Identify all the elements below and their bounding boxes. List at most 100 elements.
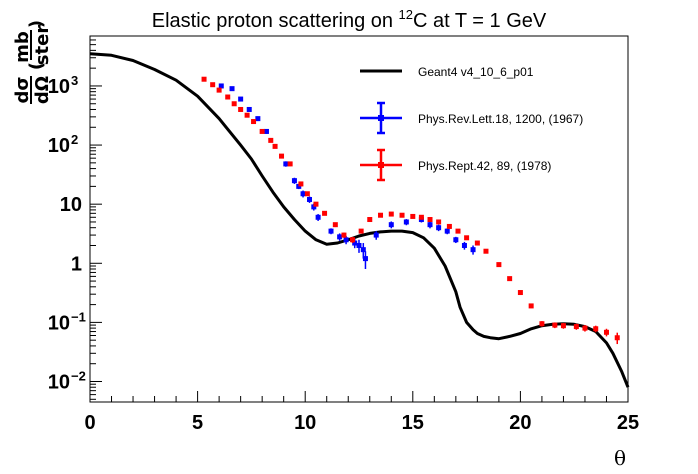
point-marker (255, 116, 261, 122)
x-tick-label: 15 (402, 412, 424, 434)
point-marker (573, 324, 579, 330)
data-point (453, 236, 459, 244)
point-marker (201, 76, 207, 82)
data-point (444, 228, 450, 235)
data-point (373, 231, 379, 240)
point-marker (216, 87, 222, 93)
data-point (304, 191, 310, 197)
data-point (291, 177, 297, 184)
data-point (328, 228, 334, 235)
data-point (461, 241, 467, 250)
plot-frame (89, 35, 629, 403)
y-tick-exponent: 3 (71, 73, 78, 88)
point-marker (300, 191, 306, 197)
data-point (315, 214, 321, 221)
point-marker (483, 248, 489, 254)
point-marker (218, 83, 224, 89)
data-point (614, 332, 620, 345)
data-point (246, 106, 252, 112)
point-marker (225, 94, 231, 100)
data-point (399, 212, 405, 218)
x-axis-title: θ (614, 446, 626, 470)
point-marker (378, 212, 384, 218)
data-point (427, 221, 433, 229)
legend-marker-prept (360, 148, 402, 182)
x-tick-label: 25 (617, 412, 639, 434)
data-point (539, 321, 545, 327)
data-point (474, 240, 480, 246)
x-axis: 0 5 10 15 20 25 (84, 391, 639, 434)
data-point (350, 236, 356, 244)
point-marker (337, 234, 343, 240)
data-point (268, 137, 274, 143)
y-tick-label: 1 (71, 253, 82, 275)
data-point (332, 222, 338, 228)
point-marker (272, 143, 278, 149)
point-marker (614, 335, 620, 341)
plot-area (89, 52, 630, 388)
data-point (201, 76, 207, 82)
data-point (210, 82, 216, 88)
point-marker (507, 276, 513, 282)
data-point (358, 228, 364, 234)
data-point (356, 239, 362, 253)
point-marker (474, 240, 480, 246)
point-marker (367, 217, 373, 223)
y-tick-label: 10 (48, 135, 70, 157)
y-title-denominator-unit: ster (32, 25, 53, 66)
y-title-right-paren: ) (26, 20, 47, 28)
x-tick-label: 5 (192, 412, 203, 434)
point-marker (251, 119, 257, 125)
data-point (446, 223, 452, 229)
data-point (388, 211, 394, 217)
point-marker (436, 225, 442, 231)
data-point (360, 243, 366, 259)
point-marker (263, 128, 269, 134)
x-tick-label: 0 (84, 412, 95, 434)
data-point (507, 276, 513, 282)
point-marker (455, 228, 461, 234)
data-point (388, 221, 394, 229)
y-title-denominator-symbol: dΩ (32, 76, 53, 104)
data-point (560, 322, 566, 329)
x-tick-label: 20 (509, 412, 531, 434)
data-point (238, 96, 244, 102)
data-point (341, 232, 347, 238)
legend-label-prept: Phys.Rept.42, 89, (1978) (418, 159, 551, 173)
data-point (470, 245, 476, 255)
data-point (218, 83, 224, 89)
point-marker (238, 96, 244, 102)
point-marker (464, 235, 470, 241)
point-marker (593, 326, 599, 332)
point-marker (352, 240, 358, 246)
data-point (337, 233, 343, 241)
data-point (573, 323, 579, 330)
data-point (378, 212, 384, 218)
y-tick-exponent: 2 (71, 132, 78, 147)
data-point (403, 219, 409, 226)
data-point (418, 214, 424, 220)
point-marker (315, 214, 321, 220)
point-marker (358, 228, 364, 234)
point-marker (259, 128, 265, 134)
y-tick-exponent: −1 (71, 309, 86, 324)
point-marker (268, 137, 274, 143)
point-marker (238, 106, 244, 112)
data-point (251, 119, 257, 125)
data-point (231, 101, 237, 107)
x-tick-label: 10 (294, 412, 316, 434)
point-marker (470, 247, 476, 253)
data-point (436, 219, 442, 225)
point-marker (291, 178, 297, 184)
point-marker (341, 232, 347, 238)
point-marker (304, 191, 310, 197)
series-points-1 (218, 83, 476, 270)
data-point (603, 328, 609, 337)
data-point (255, 116, 261, 122)
y-tick-exponent: −2 (71, 369, 86, 384)
point-marker (399, 212, 405, 218)
point-marker (388, 222, 394, 228)
point-marker (388, 211, 394, 217)
